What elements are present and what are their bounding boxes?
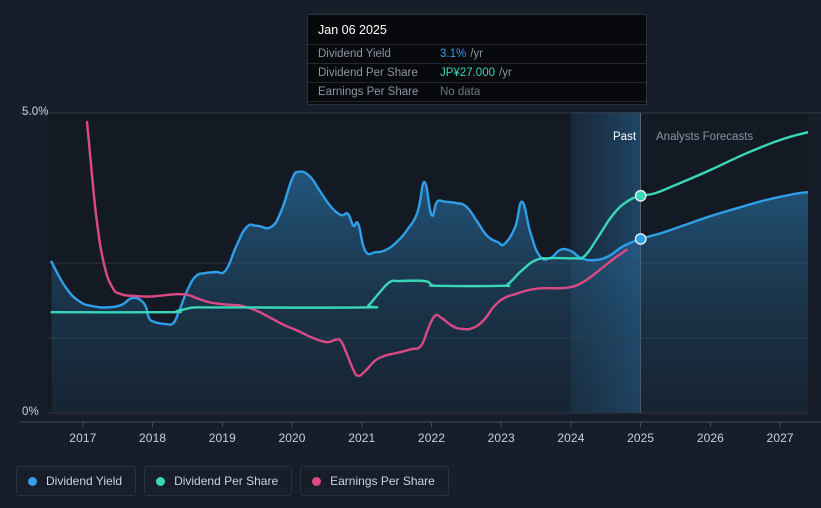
x-axis-label-2022: 2022	[417, 431, 446, 445]
x-axis-label-2021: 2021	[348, 431, 376, 445]
chart-legend: Dividend Yield Dividend Per Share Earnings…	[16, 466, 449, 496]
tooltip-row-value: JP¥27.000	[440, 67, 495, 79]
y-axis-tick-bottom: 0%	[22, 406, 39, 418]
tooltip-row-label: Dividend Yield	[318, 48, 391, 60]
x-axis-label-2027: 2027	[766, 431, 794, 445]
tooltip-row-value: 3.1%	[440, 48, 467, 60]
legend-color-dot	[28, 476, 37, 486]
x-axis-label-2017: 2017	[69, 431, 97, 445]
legend-color-dot	[312, 476, 322, 486]
y-axis-tick-top: 5.0%	[22, 106, 49, 118]
tooltip-row-unit: /yr	[499, 67, 512, 79]
x-axis-label-2019: 2019	[208, 431, 236, 445]
x-axis-label-2020: 2020	[278, 431, 306, 445]
x-axis-label-2026: 2026	[696, 431, 724, 445]
legend-label: Earnings Per Share	[330, 474, 435, 488]
x-axis-label-2024: 2024	[557, 431, 585, 445]
legend-label: Dividend Yield	[46, 474, 123, 488]
tooltip-row: Dividend Per Share JP¥27.000/yr	[308, 63, 646, 82]
tooltip-row: Earnings Per Share No data	[308, 82, 646, 102]
past-band-label: Past	[613, 131, 637, 143]
tooltip-row: Dividend Yield 3.1%/yr	[308, 44, 646, 63]
data-tooltip: Jan 06 2025 Dividend Yield 3.1%/yr Dividen…	[307, 14, 647, 105]
data-marker-dividend-yield	[634, 233, 647, 245]
series-line-earnings-per-share	[85, 120, 628, 378]
legend-item-dividend-yield[interactable]: Dividend Yield	[16, 466, 137, 496]
series-area-dividend-yield	[51, 171, 808, 413]
x-axis-label-2018: 2018	[139, 431, 167, 445]
x-axis-label-2023: 2023	[487, 431, 515, 445]
tooltip-row-unit: /yr	[470, 48, 483, 60]
forecast-band-label: Analysts Forecasts	[656, 131, 754, 143]
tooltip-date: Jan 06 2025	[318, 23, 387, 37]
tooltip-row-label: Earnings Per Share	[318, 86, 419, 98]
series-line-dividend-per-share	[50, 131, 808, 314]
legend-item-dividend-per-share[interactable]: Dividend Per Share	[144, 466, 293, 496]
legend-item-earnings-per-share[interactable]: Earnings Per Share	[300, 466, 449, 496]
legend-color-dot	[156, 476, 166, 486]
data-marker-dividend-per-share	[634, 189, 647, 202]
legend-label: Dividend Per Share	[174, 474, 279, 488]
tooltip-row-value: No data	[440, 86, 481, 98]
tooltip-row-label: Dividend Per Share	[318, 67, 418, 79]
x-axis-label-2025: 2025	[627, 431, 655, 445]
